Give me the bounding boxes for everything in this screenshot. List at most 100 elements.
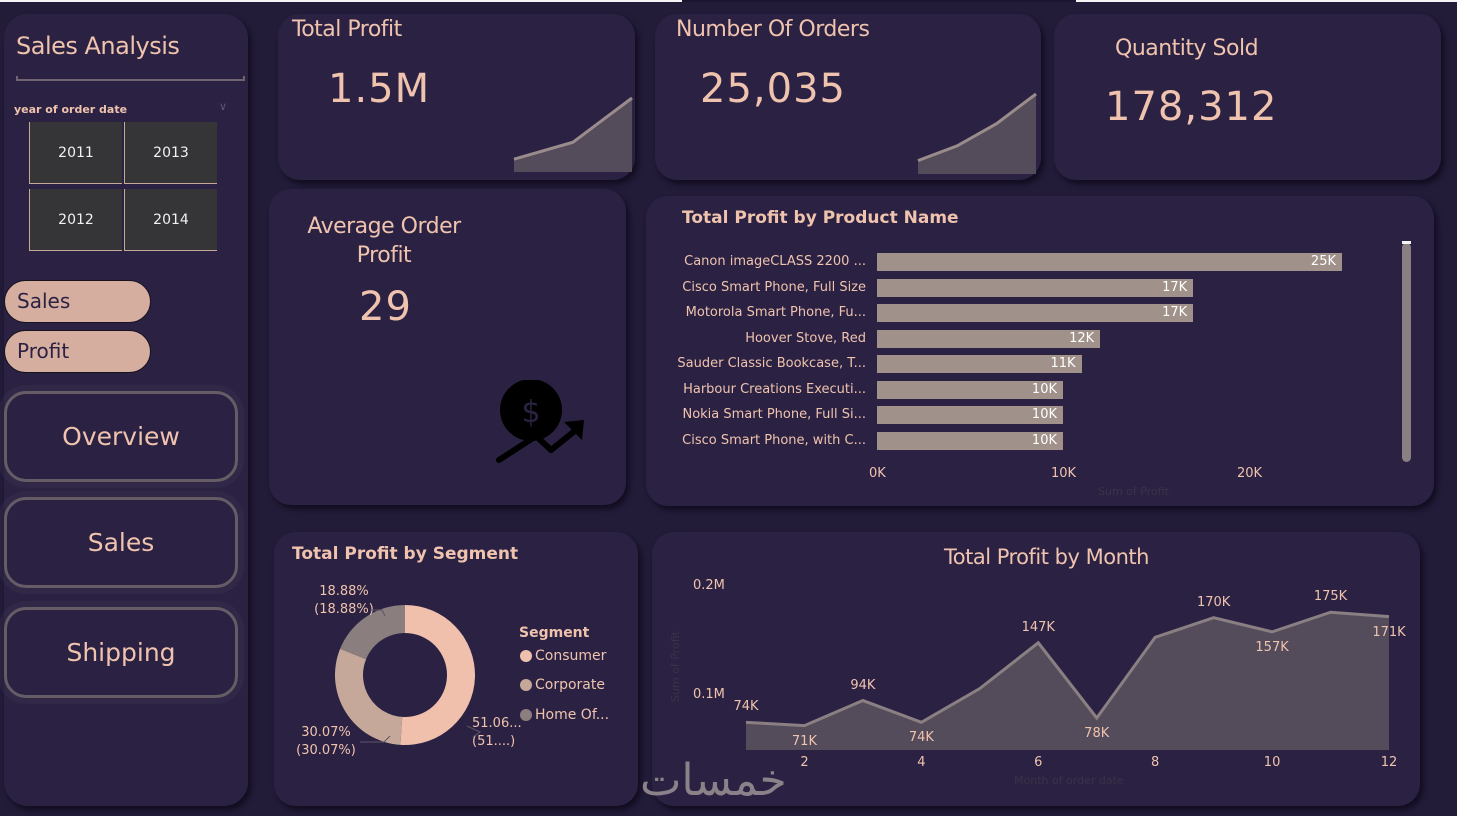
- sparkline-area: [918, 94, 1036, 174]
- bar-category-label: Harbour Creations Executi...: [683, 381, 866, 397]
- sales-toggle-button[interactable]: Sales: [4, 280, 151, 323]
- orders-sparkline: [917, 92, 1037, 174]
- point-label: 74K: [908, 730, 934, 746]
- pie-leader-lines: [360, 609, 481, 743]
- orders-value: 25,035: [700, 66, 846, 112]
- bar-value-label: 17K: [1162, 305, 1188, 320]
- segment-donut: [335, 605, 476, 745]
- x-tick: 4: [917, 755, 926, 770]
- point-label: 171K: [1372, 624, 1406, 640]
- point-label: 71K: [791, 733, 817, 749]
- bar[interactable]: [877, 406, 1063, 424]
- orders-title: Number Of Orders: [676, 17, 870, 42]
- bar[interactable]: [877, 253, 1342, 271]
- bar[interactable]: [877, 431, 1063, 450]
- point-label: 170K: [1196, 594, 1231, 610]
- bar-category-label: Hoover Stove, Red: [745, 330, 866, 346]
- bar[interactable]: [877, 380, 1063, 399]
- year-button-2011[interactable]: 2011: [29, 122, 122, 184]
- month-area-chart: [745, 610, 1390, 750]
- bar[interactable]: [877, 329, 1101, 348]
- legend-item-consumer[interactable]: Consumer: [520, 648, 606, 664]
- point-label: 147K: [1021, 619, 1055, 635]
- app-title: Sales Analysis: [16, 32, 180, 60]
- area-x-axis-title: Month of order date: [1014, 774, 1124, 787]
- year-slicer-label: year of order date: [14, 103, 128, 116]
- scrollbar-thumb[interactable]: [1402, 241, 1411, 244]
- bar-x-axis-title: Sum of Profit: [1098, 485, 1169, 498]
- x-tick: 6: [1034, 755, 1043, 770]
- year-button-2013[interactable]: 2013: [124, 122, 217, 184]
- legend-item-corporate[interactable]: Corporate: [520, 677, 605, 693]
- point-label: 175K: [1313, 589, 1348, 605]
- nav-overview-button[interactable]: Overview: [4, 391, 238, 482]
- total-profit-value: 1.5M: [328, 66, 431, 112]
- quantity-card: [1054, 14, 1441, 180]
- bar[interactable]: [877, 355, 1082, 373]
- y-tick-0.2m: 0.2M: [693, 578, 725, 593]
- nav-shipping-button[interactable]: Shipping: [4, 607, 238, 698]
- x-tick-20k: 20K: [1237, 466, 1263, 481]
- bar-category-label: Cisco Smart Phone, Full Size: [682, 279, 866, 295]
- bar-category-label: Cisco Smart Phone, with C...: [682, 432, 866, 448]
- bar-value-label: 17K: [1162, 279, 1188, 295]
- segment-legend-title: Segment: [519, 625, 590, 641]
- bar-category-label: Motorola Smart Phone, Fu...: [685, 305, 866, 320]
- home-office-dot-icon: [520, 709, 532, 721]
- year-button-2012[interactable]: 2012: [29, 189, 122, 251]
- avg-order-profit-title-line1: Average Order: [307, 214, 461, 239]
- bar-value-label: 10K: [1031, 432, 1057, 448]
- bar-value-label: 25K: [1310, 254, 1336, 269]
- x-tick: 12: [1380, 755, 1398, 770]
- area-line: [745, 610, 1390, 728]
- avg-order-profit-value: 29: [359, 284, 412, 330]
- point-label: 78K: [1084, 725, 1110, 741]
- x-tick: 10: [1263, 755, 1281, 770]
- home-office-slice: [340, 605, 405, 660]
- avg-order-profit-title: Average Order Profit: [269, 212, 499, 270]
- legend-item-home-office[interactable]: Home Of...: [520, 707, 609, 723]
- profit-toggle-button[interactable]: Profit: [4, 330, 151, 373]
- bar-value-label: 11K: [1050, 356, 1076, 371]
- home-office-pct-label: 18.88% (18.88%): [314, 584, 374, 617]
- sparkline-line: [513, 96, 633, 161]
- point-label: 94K: [850, 677, 876, 693]
- x-tick: 8: [1151, 755, 1160, 770]
- x-tick: 2: [800, 755, 809, 770]
- title-divider: [16, 76, 245, 81]
- point-label: 74K: [733, 699, 759, 715]
- sparkline-line: [917, 92, 1037, 163]
- avg-order-profit-card: [269, 189, 626, 505]
- avg-order-profit-title-line2: Profit: [356, 243, 412, 268]
- year-button-2014[interactable]: 2014: [124, 189, 217, 251]
- bar-value-label: 12K: [1069, 330, 1095, 346]
- quantity-title: Quantity Sold: [1115, 36, 1259, 61]
- consumer-pct-label: 51.06... (51....): [472, 716, 522, 749]
- quantity-value: 178,312: [1105, 84, 1278, 130]
- bar-category-label: Canon imageCLASS 2200 ...: [684, 254, 866, 269]
- nav-sales-button[interactable]: Sales: [4, 497, 238, 588]
- product-profit-chart-card: [646, 196, 1434, 506]
- consumer-slice: [400, 605, 476, 745]
- total-profit-title: Total Profit: [292, 17, 402, 42]
- bar-category-label: Nokia Smart Phone, Full Si...: [682, 407, 866, 422]
- top-strip: [0, 0, 1457, 2]
- x-tick-10k: 10K: [1051, 466, 1077, 481]
- month-chart-title: Total Profit by Month: [944, 545, 1149, 569]
- point-label: 157K: [1255, 639, 1289, 655]
- segment-chart-title: Total Profit by Segment: [292, 544, 519, 564]
- bar-category-label: Sauder Classic Bookcase, T...: [677, 356, 866, 371]
- corporate-slice: [335, 648, 403, 745]
- consumer-dot-icon: [520, 650, 532, 662]
- product-chart-title: Total Profit by Product Name: [682, 208, 959, 228]
- chevron-down-icon[interactable]: ∨: [219, 100, 228, 113]
- bar[interactable]: [877, 278, 1194, 297]
- dollar-growth-icon: $: [496, 380, 584, 463]
- x-tick-0k: 0K: [869, 466, 886, 481]
- chart-scrollbar[interactable]: [1402, 243, 1411, 462]
- bar[interactable]: [877, 304, 1194, 322]
- bar-value-label: 10K: [1031, 407, 1057, 422]
- sparkline-area: [514, 98, 632, 172]
- watermark-logo: خمسات: [640, 755, 789, 806]
- y-tick-0.1m: 0.1M: [693, 687, 725, 702]
